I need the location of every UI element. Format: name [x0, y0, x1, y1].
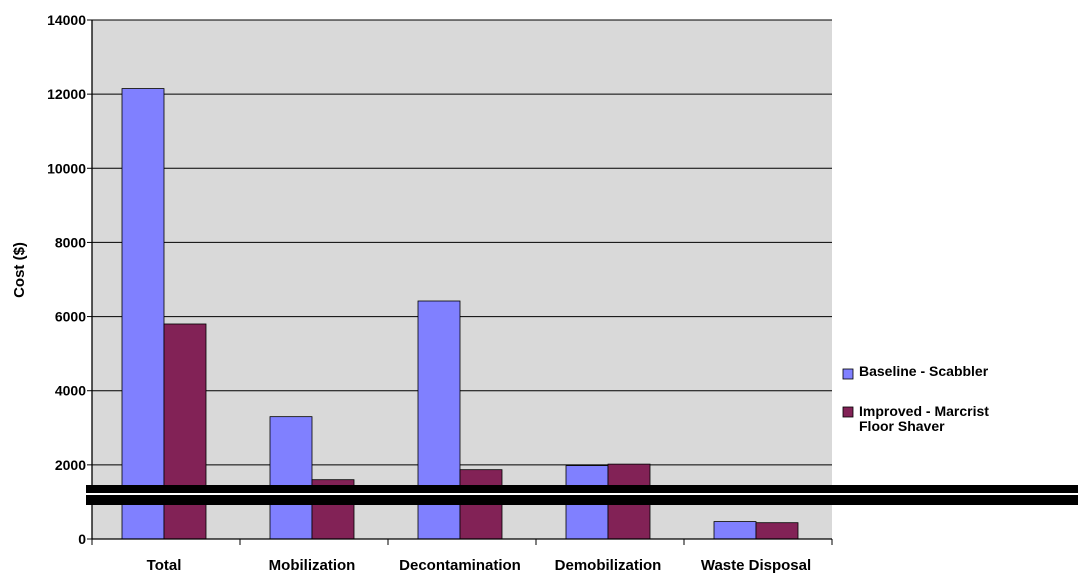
bar-baseline	[713, 521, 757, 540]
y-tick-label: 0	[78, 531, 86, 547]
legend-swatch	[842, 368, 854, 380]
grid-lines	[92, 19, 832, 466]
x-tick-label: Total	[147, 557, 182, 574]
legend-swatch	[842, 406, 854, 418]
plot-area	[92, 20, 832, 539]
bar-baseline	[269, 416, 313, 540]
x-tick-label: Mobilization	[269, 557, 356, 574]
x-tick-label: Waste Disposal	[701, 557, 811, 574]
legend-label: Baseline - Scabbler	[859, 363, 989, 379]
y-tick-label: 14000	[47, 12, 86, 28]
x-tick-label: Decontamination	[399, 557, 521, 574]
y-ticks: 0 2000 4000 6000 8000 10000 12000 14000	[47, 12, 92, 547]
annotation-bar-stripe	[86, 493, 1078, 495]
axes	[91, 20, 832, 540]
y-tick-label: 6000	[55, 309, 86, 325]
x-tick-label: Demobilization	[555, 557, 662, 574]
y-tick-label: 4000	[55, 383, 86, 399]
bar-baseline	[121, 88, 165, 540]
y-tick-label: 2000	[55, 457, 86, 473]
legend: Baseline - Scabbler Improved - MarcristFl…	[842, 363, 989, 434]
legend-label: Improved - Marcrist	[859, 403, 989, 419]
y-tick-label: 8000	[55, 234, 86, 250]
y-tick-label: 10000	[47, 160, 86, 176]
y-tick-label: 12000	[47, 86, 86, 102]
y-axis-label: Cost ($)	[11, 242, 28, 298]
bar-improved	[755, 522, 799, 540]
bar-improved	[163, 323, 207, 540]
legend-label: Floor Shaver	[859, 418, 945, 434]
x-ticks: Total Mobilization Decontamination Demobili…	[91, 539, 833, 574]
